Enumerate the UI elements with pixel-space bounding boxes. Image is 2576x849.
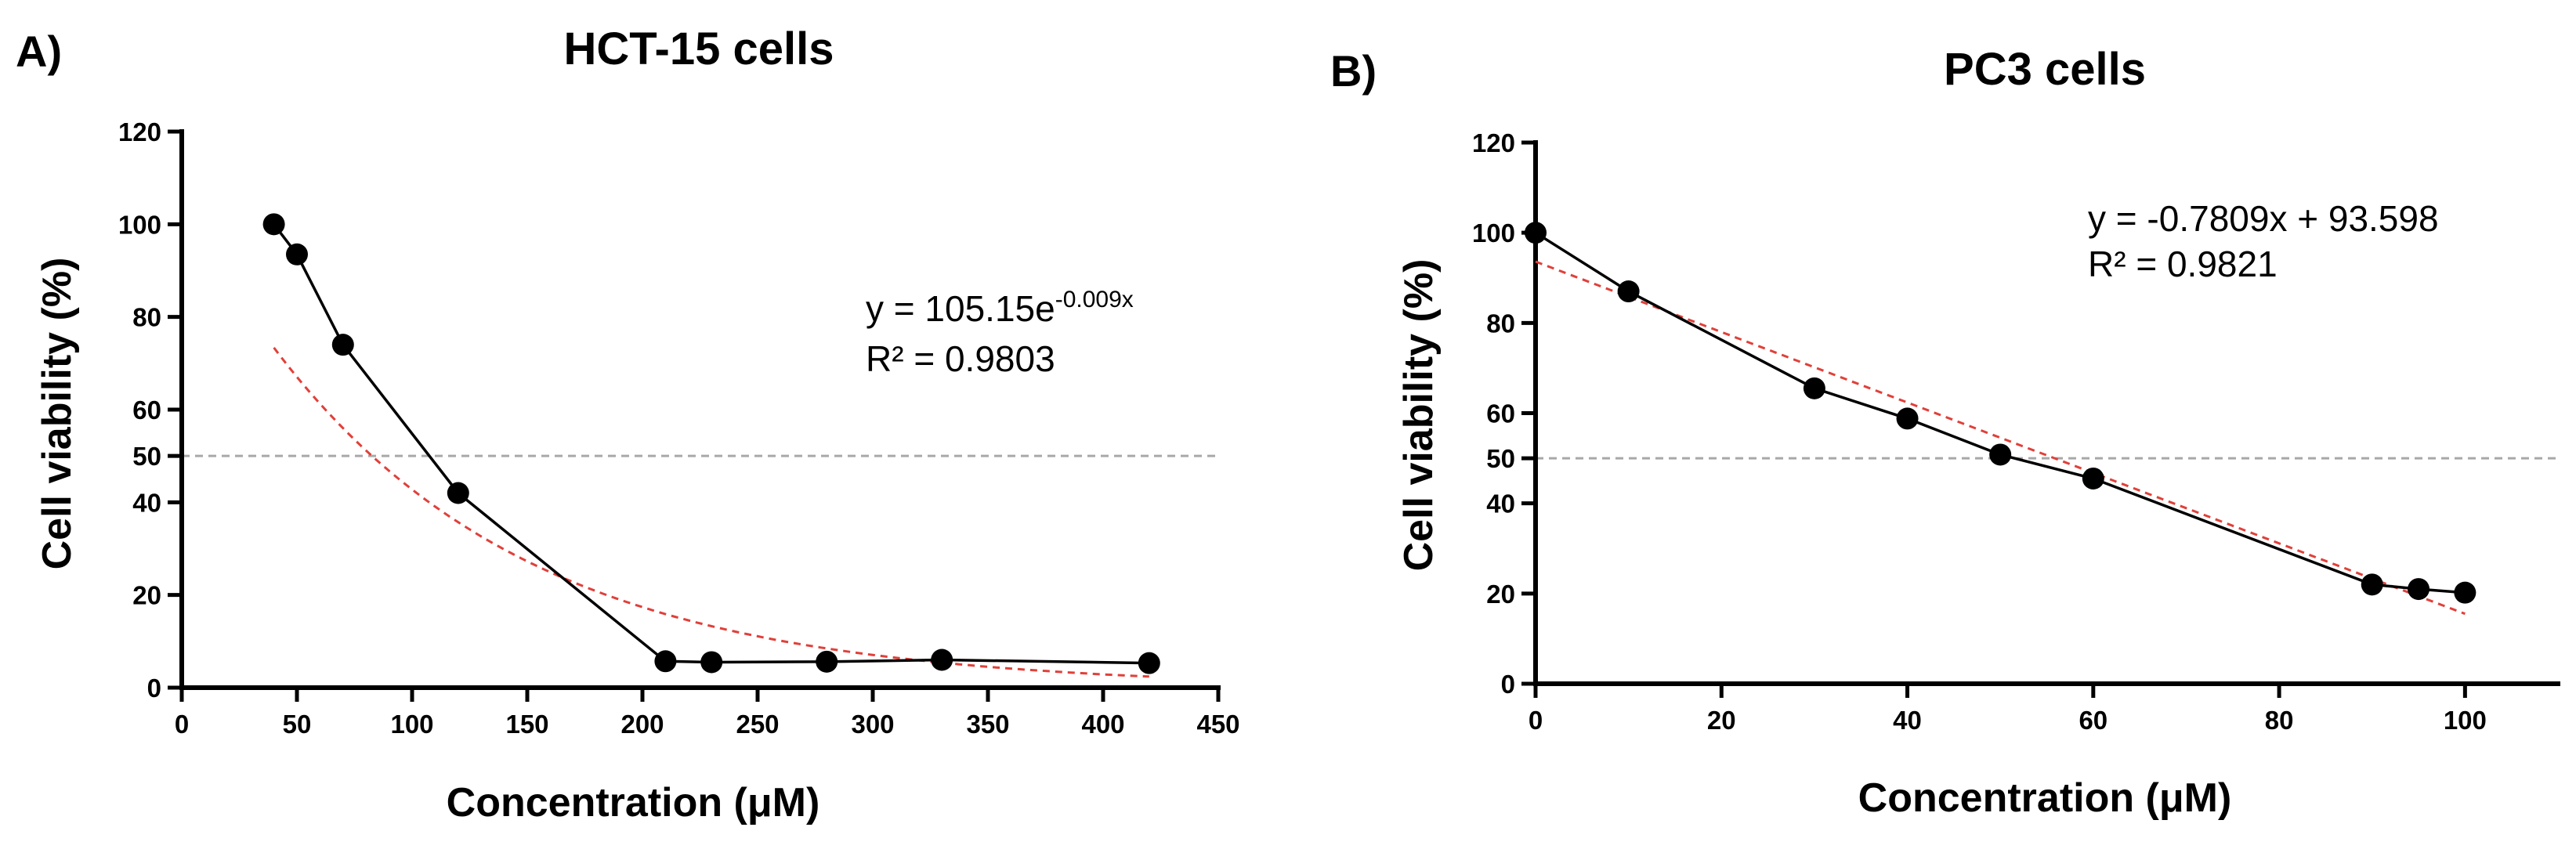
- series-line-pc3: [1535, 231, 2466, 594]
- y-tick-label-pc3: 50: [1486, 444, 1515, 473]
- x-tick-label-hct15: 150: [505, 710, 548, 739]
- y-tick-label-pc3: 120: [1472, 128, 1515, 157]
- fit-equation-pc3: y = -0.7809x + 93.598: [2088, 198, 2439, 239]
- fit-equation-hct15: y = 105.15e-0.009x: [866, 287, 1134, 329]
- x-tick-label-pc3: 60: [2079, 706, 2107, 735]
- y-axis-title-hct15: Cell viability (%): [34, 258, 80, 570]
- x-tick-label-hct15: 300: [851, 710, 894, 739]
- data-point-hct15: [286, 243, 308, 266]
- x-tick-label-hct15: 100: [390, 710, 433, 739]
- chart-title-pc3: PC3 cells: [1944, 44, 2146, 95]
- x-tick-label-hct15: 0: [175, 710, 189, 739]
- x-tick-label-hct15: 50: [283, 710, 312, 739]
- data-point-hct15: [931, 648, 953, 671]
- data-point-hct15: [331, 334, 354, 356]
- chart-title-hct15: HCT-15 cells: [564, 23, 834, 74]
- y-tick-label-pc3: 20: [1486, 580, 1515, 609]
- x-tick-label-hct15: 350: [966, 710, 1009, 739]
- chart-hct15: A) HCT-15 cells y = 105.15e-0.009x R² = …: [16, 23, 1240, 826]
- y-tick-label-pc3: 40: [1486, 490, 1515, 518]
- fit-equation-prefix-pc3: y = -0.7809x + 93.598: [2088, 198, 2439, 239]
- data-point-pc3: [2082, 467, 2104, 490]
- fit-equation-exponent-hct15: -0.009x: [1055, 287, 1134, 313]
- data-point-hct15: [1138, 652, 1160, 674]
- y-tick-label-pc3: 100: [1472, 219, 1515, 247]
- y-tick-label-hct15: 80: [132, 303, 161, 332]
- data-point-hct15: [447, 482, 469, 504]
- data-point-hct15: [654, 650, 677, 673]
- y-tick-label-hct15: 50: [132, 442, 161, 471]
- data-point-hct15: [700, 651, 723, 674]
- panel-letter-b: B): [1330, 46, 1377, 96]
- x-tick-label-hct15: 250: [736, 710, 779, 739]
- fit-r2-pc3: R² = 0.9821: [2088, 244, 2278, 284]
- x-tick-label-pc3: 20: [1707, 706, 1736, 735]
- y-tick-label-hct15: 20: [132, 581, 161, 610]
- x-tick-label-pc3: 80: [2265, 706, 2294, 735]
- data-point-pc3: [1525, 222, 1547, 244]
- x-axis-title-hct15: Concentration (μM): [447, 780, 820, 826]
- y-tick-label-pc3: 60: [1486, 399, 1515, 428]
- data-point-pc3: [2361, 573, 2383, 596]
- y-axis-title-pc3: Cell viability (%): [1396, 259, 1442, 572]
- x-tick-label-pc3: 40: [1893, 706, 1922, 735]
- x-tick-label-pc3: 0: [1529, 706, 1543, 735]
- x-tick-label-hct15: 400: [1081, 710, 1124, 739]
- y-tick-label-hct15: 100: [118, 210, 161, 239]
- y-tick-label-pc3: 80: [1486, 309, 1515, 338]
- chart-pc3: B) PC3 cells y = -0.7809x + 93.598 R² = …: [1330, 44, 2560, 821]
- y-tick-label-hct15: 120: [118, 117, 161, 146]
- x-tick-label-pc3: 100: [2444, 706, 2487, 735]
- fit-r2-hct15: R² = 0.9803: [866, 338, 1055, 379]
- data-point-pc3: [1896, 407, 1919, 430]
- data-point-pc3: [2408, 578, 2430, 601]
- data-point-hct15: [262, 213, 285, 236]
- fit-curve-pc3: [1535, 260, 2466, 616]
- y-tick-label-hct15: 40: [132, 488, 161, 517]
- data-point-pc3: [1803, 377, 1825, 399]
- x-tick-label-hct15: 450: [1196, 710, 1239, 739]
- x-axis-title-pc3: Concentration (μM): [1858, 775, 2232, 821]
- data-point-hct15: [816, 650, 838, 673]
- fit-curve-hct15: [273, 346, 1149, 678]
- panel-letter-a: A): [16, 27, 62, 76]
- data-point-pc3: [1617, 280, 1640, 303]
- x-tick-label-hct15: 200: [620, 710, 664, 739]
- data-point-pc3: [2454, 581, 2477, 604]
- data-point-pc3: [1989, 443, 2012, 466]
- y-tick-label-hct15: 60: [132, 396, 161, 424]
- fit-equation-prefix-hct15: y = 105.15e: [866, 288, 1055, 329]
- y-tick-label-pc3: 0: [1501, 670, 1515, 699]
- y-tick-label-hct15: 0: [147, 674, 161, 703]
